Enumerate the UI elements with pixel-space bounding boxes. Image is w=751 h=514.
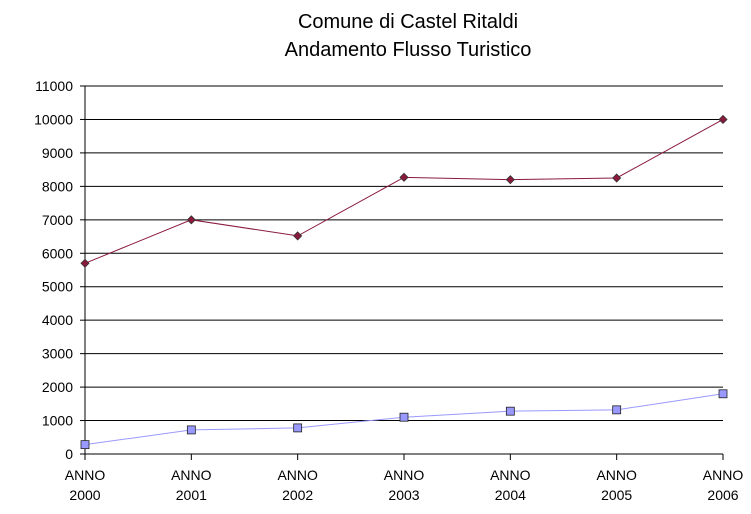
x-tick-label: ANNO 2006 xyxy=(703,467,744,503)
x-tick-label: ANNO 2001 xyxy=(171,467,212,503)
x-tick-label: ANNO 2004 xyxy=(490,467,531,503)
marker xyxy=(505,175,515,185)
marker xyxy=(293,231,303,241)
y-tick-label: 4000 xyxy=(42,312,73,328)
marker xyxy=(80,258,90,268)
series-line xyxy=(84,119,724,264)
marker xyxy=(612,173,622,183)
chart-title: Comune di Castel Ritaldi xyxy=(298,11,518,33)
marker xyxy=(718,389,728,399)
marker xyxy=(505,406,515,416)
x-tick-label: ANNO 2002 xyxy=(277,467,318,503)
marker xyxy=(186,425,196,435)
x-tick-label: ANNO 2003 xyxy=(384,467,425,503)
y-tick-label: 1000 xyxy=(42,413,73,429)
x-tick-label: ANNO 2005 xyxy=(596,467,637,503)
marker xyxy=(612,405,622,415)
y-tick-label: 10000 xyxy=(34,111,73,127)
y-tick-label: 5000 xyxy=(42,279,73,295)
marker xyxy=(293,423,303,433)
y-tick-label: 7000 xyxy=(42,212,73,228)
marker xyxy=(399,172,409,182)
marker xyxy=(399,412,409,422)
marker xyxy=(80,440,90,450)
marker xyxy=(718,114,728,125)
x-tick-label: ANNO 2000 xyxy=(65,467,106,503)
marker xyxy=(186,215,196,225)
y-tick-label: 8000 xyxy=(42,178,73,194)
chart-subtitle: Andamento Flusso Turistico xyxy=(285,39,532,61)
y-tick-label: 3000 xyxy=(42,346,73,362)
y-tick-label: 9000 xyxy=(42,145,73,161)
y-tick-label: 6000 xyxy=(42,245,73,261)
y-tick-label: 0 xyxy=(65,446,73,462)
y-tick-label: 2000 xyxy=(42,379,73,395)
y-tick-label: 11000 xyxy=(35,78,73,94)
